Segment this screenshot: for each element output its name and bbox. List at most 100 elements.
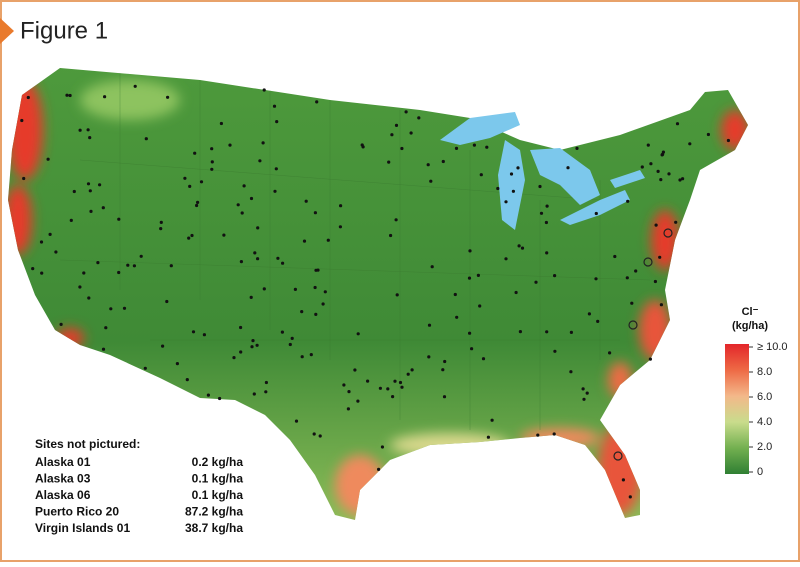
site-dot [22, 176, 26, 181]
site-dot [621, 478, 626, 482]
site-dot [427, 323, 432, 327]
site-dot [628, 495, 632, 499]
legend-tick-label: 4.0 [757, 416, 772, 428]
site-dot [545, 204, 549, 208]
site-dot [566, 166, 570, 170]
site-dot [404, 110, 408, 114]
site-value: 38.7 kg/ha [185, 521, 243, 535]
site-dot [517, 244, 521, 248]
site-dot [395, 293, 399, 297]
site-name: Puerto Rico 20 [35, 505, 119, 519]
site-dot [87, 296, 91, 300]
monitoring-sites [20, 84, 731, 499]
site-dot [338, 225, 342, 229]
site-dot [222, 233, 226, 237]
site-dot [262, 88, 266, 92]
site-dot [272, 104, 277, 108]
site-dot [258, 159, 262, 163]
site-dot [454, 146, 459, 150]
site-dot [161, 344, 165, 348]
site-dot [159, 227, 163, 231]
site-name: Alaska 03 [35, 472, 91, 486]
site-name: Alaska 06 [35, 488, 91, 502]
figure-title: Figure 1 [20, 17, 108, 44]
site-dot [210, 147, 214, 151]
site-dot [275, 120, 279, 124]
legend-tick-label: ≥ 10.0 [757, 341, 788, 353]
site-dot [380, 445, 384, 449]
site-dot [314, 312, 318, 316]
site-dot [339, 204, 343, 208]
site-dot [78, 128, 82, 132]
site-value: 0.1 kg/ha [192, 488, 244, 502]
state-borders [59, 70, 651, 430]
site-dot [46, 157, 50, 161]
site-dot [361, 145, 365, 149]
site-dot [191, 330, 196, 334]
site-dot [196, 200, 200, 204]
site-dot [398, 380, 403, 385]
site-dot [640, 165, 644, 169]
site-dot [661, 152, 665, 156]
legend-tick-label: 6.0 [757, 391, 772, 403]
site-dot [252, 392, 256, 396]
site-dot [276, 256, 280, 260]
site-dot [386, 387, 390, 391]
site-dot [26, 95, 30, 100]
site-dot [31, 267, 35, 271]
site-dot [553, 349, 557, 353]
site-dot [659, 178, 663, 182]
site-dot [356, 399, 360, 403]
site-dot [109, 307, 113, 311]
site-dot [400, 385, 404, 389]
site-dot [195, 203, 199, 208]
site-dot [65, 93, 69, 97]
site-dot [553, 274, 557, 278]
site-dot [219, 121, 223, 126]
site-dot [625, 276, 629, 280]
site-dot [575, 146, 579, 150]
site-dot [681, 177, 685, 181]
legend-tick-label: 0 [757, 466, 763, 478]
site-dot [659, 303, 664, 307]
site-dot [288, 342, 292, 347]
site-dot [199, 180, 204, 184]
site-dot [443, 359, 447, 364]
site-dot [193, 151, 197, 155]
site-dot [256, 226, 260, 230]
site-dot [294, 419, 299, 423]
site-dot [103, 95, 107, 99]
site-dot [40, 271, 44, 275]
site-circle [663, 228, 673, 238]
site-dot [393, 379, 397, 383]
site-dot [250, 345, 254, 349]
site-dot [430, 265, 434, 269]
site-dot [409, 131, 413, 135]
site-dot [467, 276, 472, 280]
site-dot [675, 122, 680, 126]
site-dot [417, 116, 421, 120]
site-value: 87.2 kg/ha [185, 505, 243, 519]
site-dot [509, 172, 514, 176]
site-dot [545, 251, 549, 255]
site-dot [389, 233, 393, 238]
site-dot [249, 295, 253, 299]
site-dot [88, 136, 92, 140]
site-dot [569, 330, 574, 334]
site-dot [400, 146, 404, 151]
site-dot [218, 396, 222, 401]
site-dot [300, 310, 304, 314]
legend: Cl⁻ (kg/ha) ≥ 10.0 8.0 6.0 4.0 2.0 0 [725, 306, 788, 478]
site-dot [353, 368, 357, 372]
site-dot [520, 246, 525, 250]
site-dot [159, 220, 163, 224]
site-dot [626, 199, 630, 203]
site-dot [253, 251, 257, 255]
site-dot [596, 319, 600, 323]
sites-title: Sites not pictured: [35, 437, 140, 451]
site-dot [378, 386, 382, 390]
site-dot [300, 355, 304, 359]
site-dot [326, 238, 330, 242]
